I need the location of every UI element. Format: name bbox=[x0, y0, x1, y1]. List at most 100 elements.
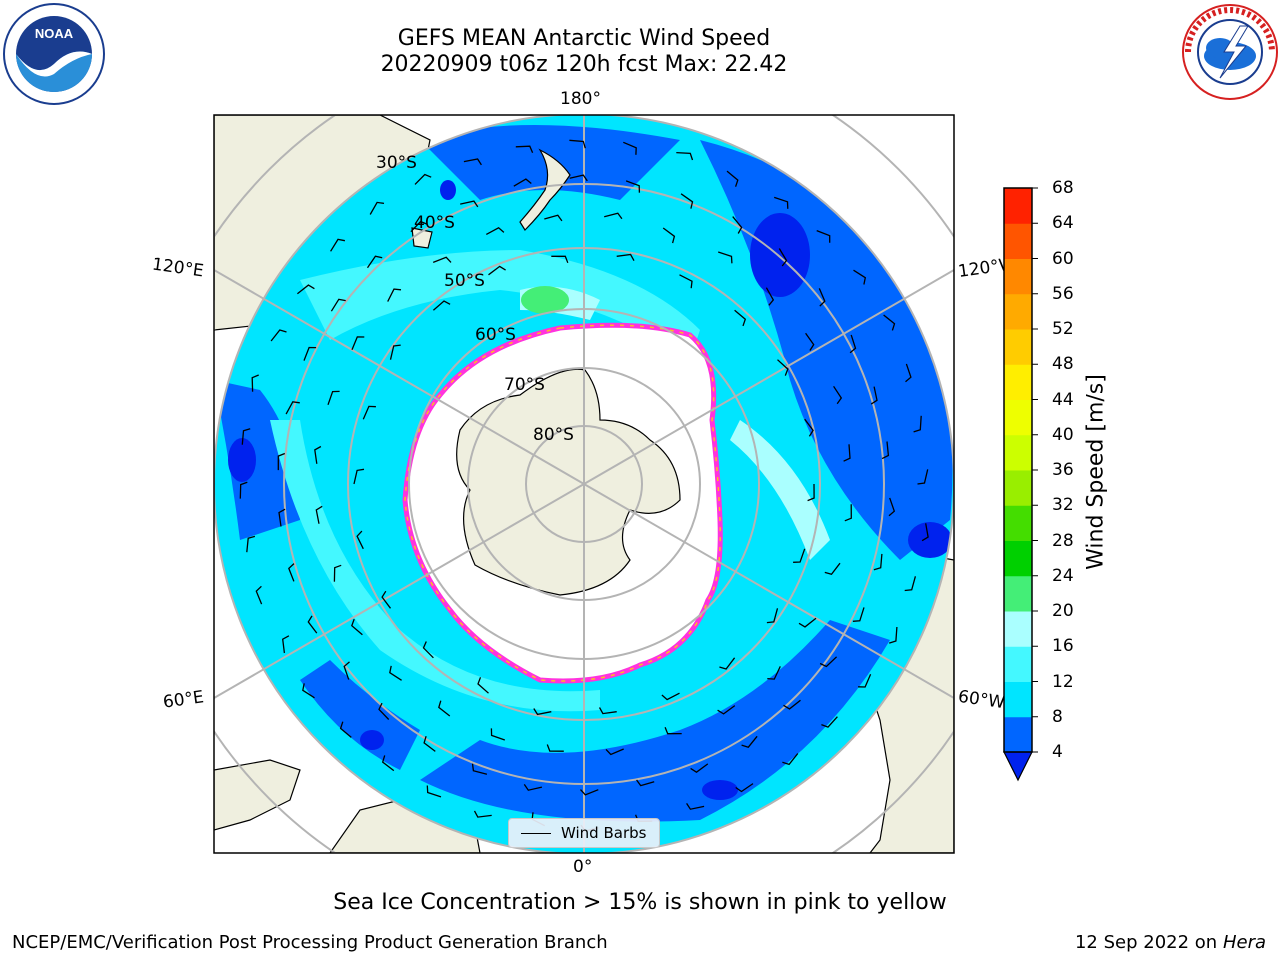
wind-barb bbox=[741, 735, 758, 748]
wind-barb bbox=[351, 618, 363, 636]
wind-barb bbox=[282, 635, 290, 654]
wind-barb bbox=[241, 428, 251, 445]
wind-barb bbox=[351, 336, 365, 351]
wind-barb bbox=[793, 548, 806, 563]
land-africa bbox=[214, 759, 301, 831]
colorbar-tick-label: 24 bbox=[1052, 565, 1074, 586]
lon-label-180: 180° bbox=[560, 89, 601, 109]
wind-barb bbox=[343, 661, 350, 680]
wind-barb bbox=[717, 705, 736, 715]
wind-barb bbox=[917, 469, 929, 485]
wind-band-light-1 bbox=[300, 250, 700, 360]
lat-label-50s: 50°S bbox=[444, 271, 485, 291]
colorbar-tick-label: 4 bbox=[1052, 742, 1063, 762]
wind-barb bbox=[362, 405, 376, 420]
wind-barb bbox=[798, 617, 817, 628]
colorbar-under-arrow bbox=[1003, 751, 1033, 782]
wind-barb bbox=[783, 699, 801, 710]
legend-line bbox=[521, 832, 551, 834]
colorbar-tick-label: 16 bbox=[1052, 636, 1074, 657]
colorbar-tick-label: 12 bbox=[1052, 671, 1074, 692]
wind-barb bbox=[569, 139, 586, 149]
colorbar-tick-label: 44 bbox=[1052, 389, 1074, 410]
colorbar-tick-label: 28 bbox=[1052, 530, 1074, 551]
wind-barb bbox=[888, 497, 896, 517]
wind-barb bbox=[381, 755, 395, 772]
wind-barb bbox=[913, 415, 922, 433]
date-text: 12 Sep 2022 on bbox=[1074, 932, 1218, 953]
wind-barb bbox=[460, 200, 479, 208]
wind-barb bbox=[369, 201, 385, 215]
colorbar-tick-label: 20 bbox=[1052, 601, 1074, 621]
wind-barb bbox=[773, 196, 789, 209]
colorbar-segment bbox=[1004, 258, 1032, 295]
wind-barb bbox=[680, 193, 694, 209]
colorbar bbox=[1003, 187, 1038, 782]
wind-barb bbox=[389, 665, 402, 681]
wind-barb bbox=[732, 216, 743, 234]
wind-barb bbox=[315, 505, 323, 524]
wind-barb bbox=[488, 265, 506, 276]
noaa-logo: NOAA bbox=[3, 3, 105, 105]
colorbar-segment bbox=[1004, 611, 1032, 647]
wind-barb bbox=[255, 585, 263, 605]
colorbar-segment bbox=[1004, 505, 1032, 541]
wind-barb bbox=[852, 607, 865, 622]
wind-barb bbox=[270, 329, 287, 342]
colorbar-segment bbox=[1004, 364, 1032, 400]
wind-barb bbox=[777, 359, 789, 376]
wind-barb bbox=[844, 504, 852, 522]
wind-barb bbox=[664, 726, 682, 735]
wind-barb bbox=[381, 590, 392, 609]
land-tasmania bbox=[411, 227, 433, 249]
wind-barb bbox=[302, 683, 315, 699]
wind-barb bbox=[471, 763, 488, 775]
lat-label-80s: 80°S bbox=[533, 425, 574, 445]
wind-barb bbox=[432, 256, 452, 264]
wind-barb bbox=[339, 721, 352, 738]
wind-barb bbox=[438, 700, 451, 717]
colorbar-tick-label: 36 bbox=[1052, 460, 1074, 480]
wind-barb bbox=[513, 178, 532, 187]
wind-barb bbox=[734, 309, 747, 327]
wind-barb bbox=[849, 334, 857, 354]
colorbar-segment bbox=[1004, 716, 1032, 753]
wind-barb bbox=[387, 288, 402, 302]
wind-barb bbox=[551, 255, 569, 264]
colorbar-segment bbox=[1004, 223, 1032, 259]
colorbar-segment bbox=[1004, 399, 1032, 436]
wind-barb bbox=[735, 783, 754, 793]
wind-barb bbox=[485, 227, 505, 235]
wind-barb bbox=[389, 344, 401, 360]
wind-barb bbox=[616, 253, 635, 262]
nws-logo bbox=[1182, 4, 1278, 100]
colorbar-tick-label: 60 bbox=[1052, 248, 1074, 269]
wind-barb bbox=[636, 779, 655, 787]
wind-barb bbox=[463, 158, 482, 166]
wind-barb bbox=[473, 810, 492, 818]
wind-barb bbox=[246, 535, 256, 553]
colorbar-title: Wind Speed [m/s] bbox=[1083, 374, 1109, 570]
wind-band-outer-s bbox=[420, 620, 890, 822]
wind-barb bbox=[604, 212, 623, 220]
colorbar-tick-label: 64 bbox=[1052, 213, 1074, 234]
wind-barb bbox=[378, 702, 390, 720]
wind-barb bbox=[921, 523, 929, 542]
wind-barb bbox=[853, 269, 867, 285]
lat-label-60s: 60°S bbox=[475, 325, 516, 345]
colorbar-segment bbox=[1004, 188, 1032, 224]
colorbar-tick-label: 56 bbox=[1052, 283, 1074, 304]
lat-label-30s: 30°S bbox=[376, 153, 417, 173]
wind-barb bbox=[819, 656, 838, 668]
colorbar-segment bbox=[1004, 540, 1032, 577]
sea-ice-note: Sea Ice Concentration > 15% is shown in … bbox=[333, 890, 947, 915]
wind-barb bbox=[816, 229, 831, 243]
wind-barb bbox=[717, 251, 733, 264]
wind-barb bbox=[726, 170, 739, 187]
wind-barb bbox=[778, 248, 788, 267]
credit-line: NCEP/EMC/Verification Post Processing Pr… bbox=[12, 932, 608, 953]
wind-barb bbox=[765, 287, 775, 306]
wind-barb bbox=[515, 145, 534, 153]
land-antarctica bbox=[456, 368, 681, 596]
